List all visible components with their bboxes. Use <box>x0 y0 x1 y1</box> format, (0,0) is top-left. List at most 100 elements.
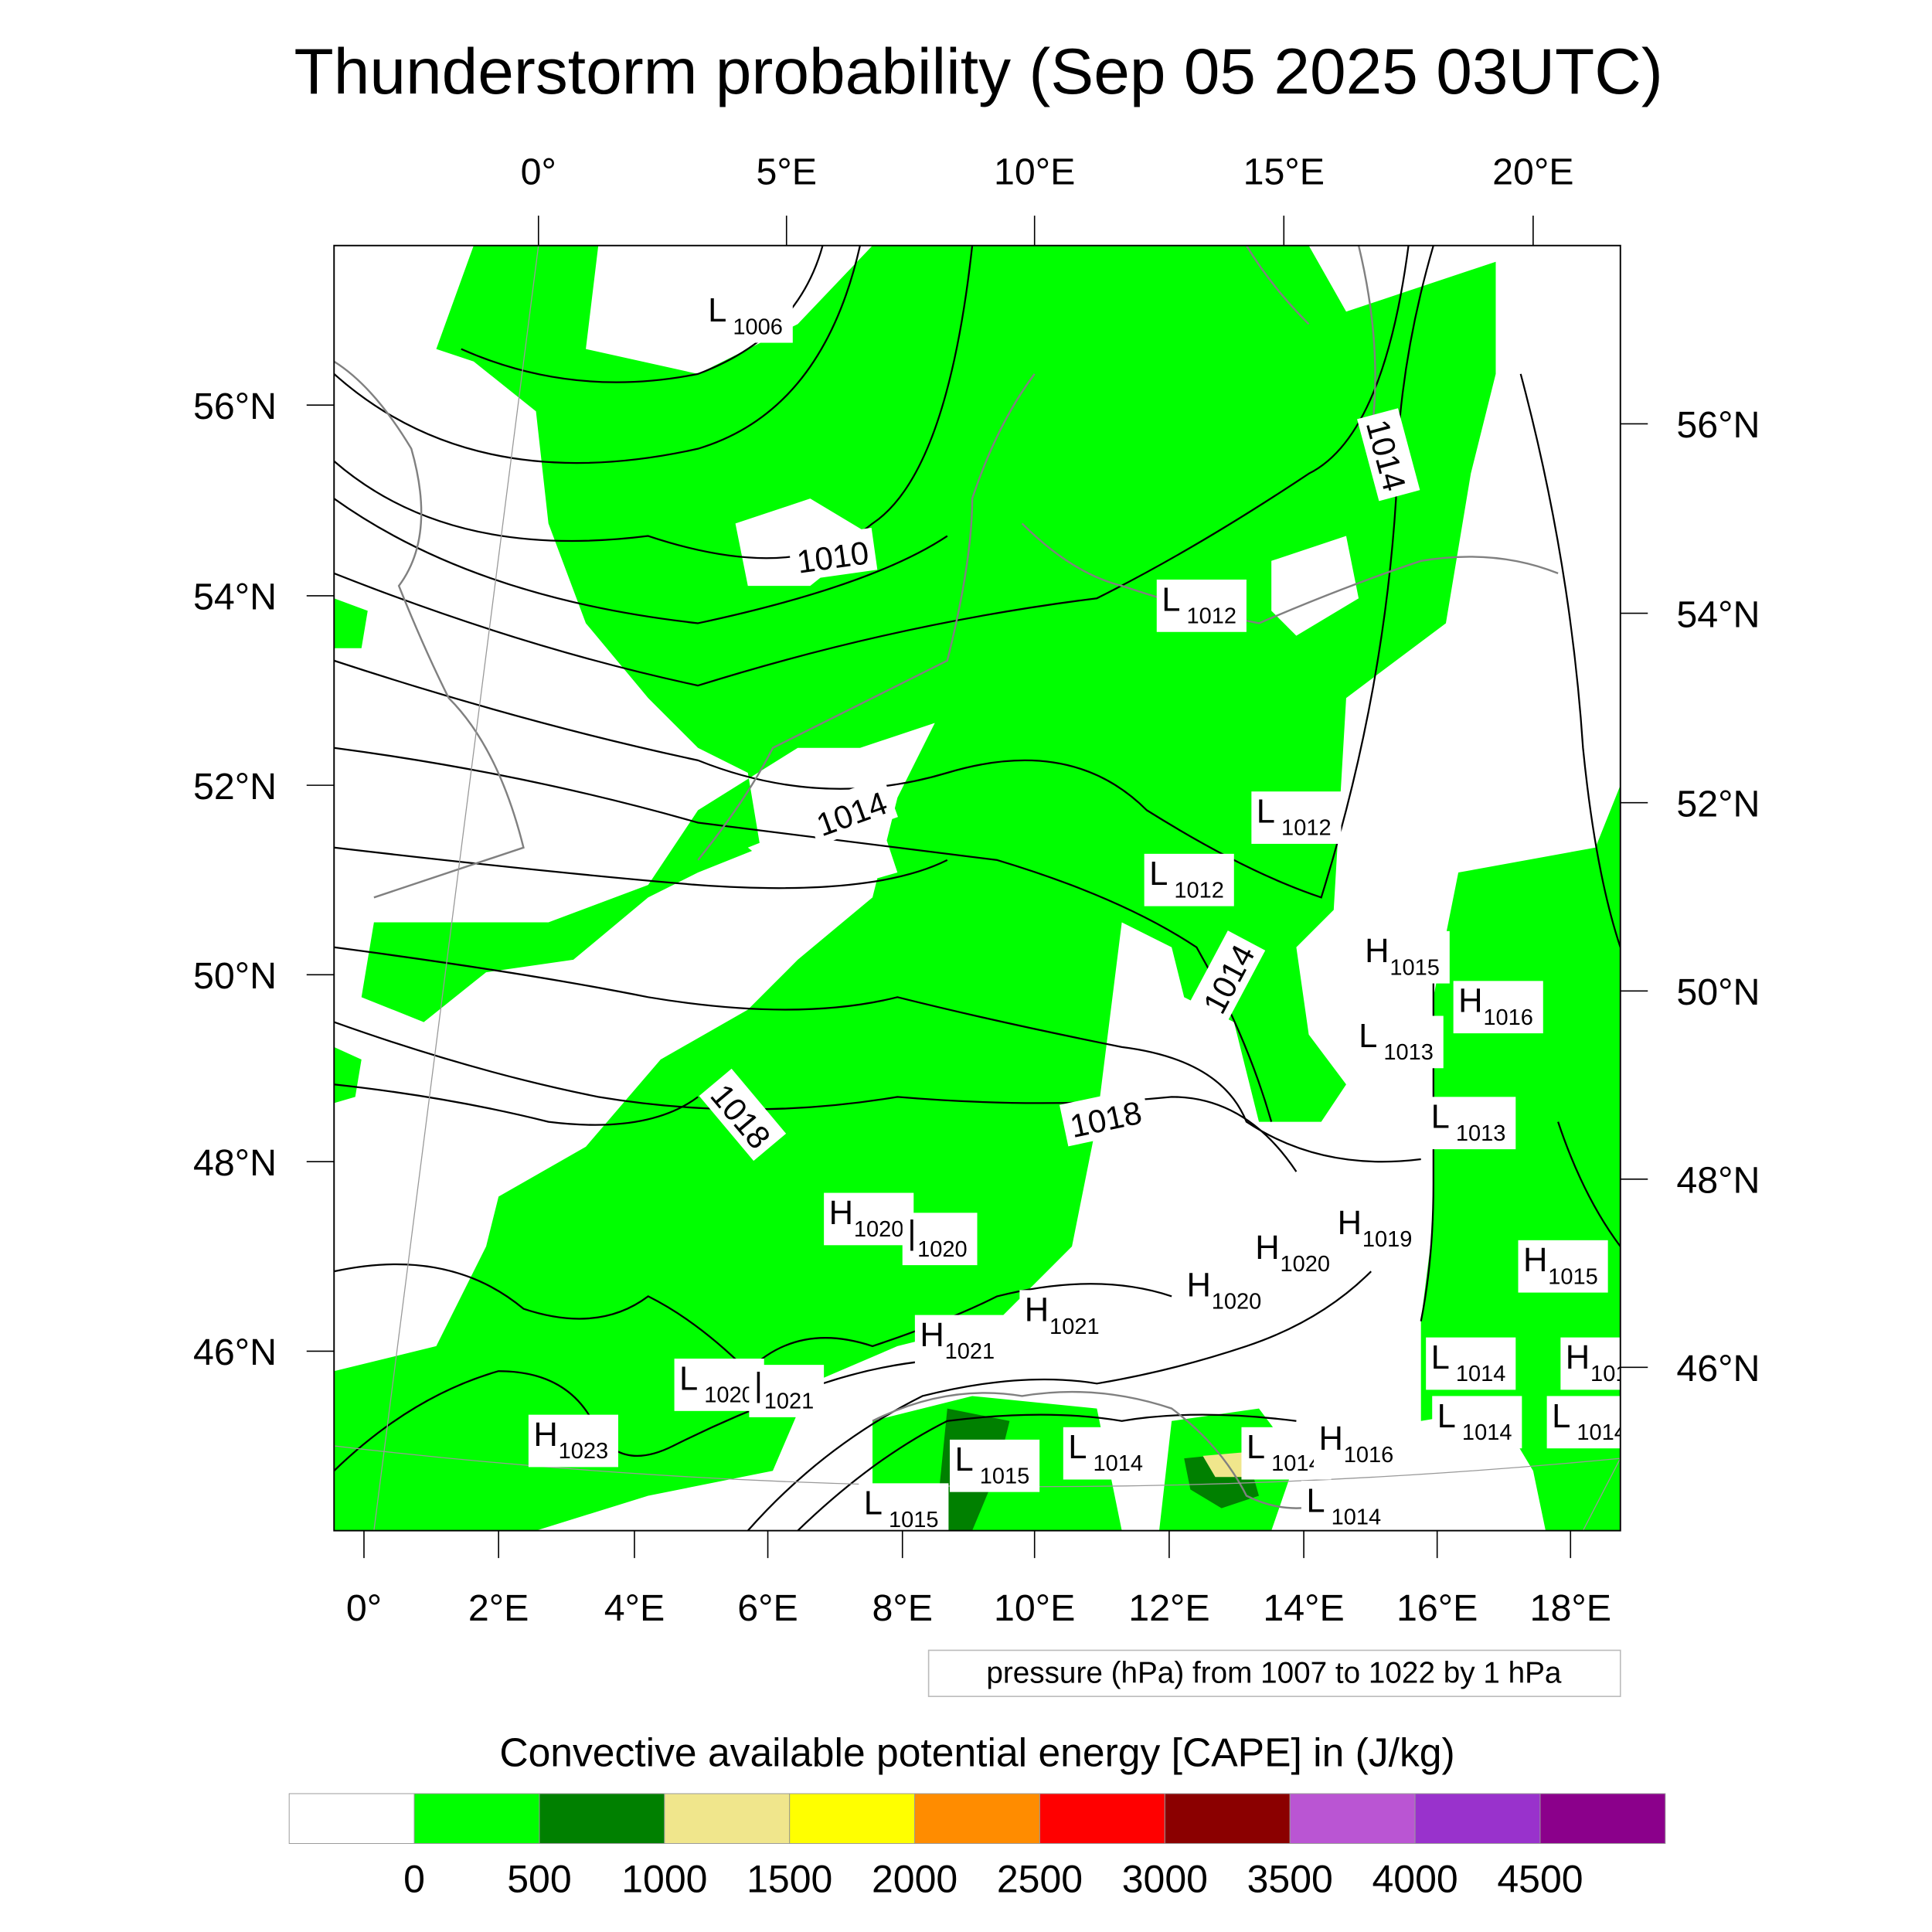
svg-text:H: H <box>533 1417 557 1454</box>
svg-text:H: H <box>920 1317 944 1354</box>
left-lat-label: 56°N <box>193 386 277 427</box>
colorbar-swatch <box>539 1793 665 1844</box>
pressure-center-high: H 1016 <box>1314 1418 1404 1471</box>
contour-label: 1010 <box>787 527 878 582</box>
svg-text:L: L <box>1068 1429 1087 1466</box>
pressure-center-low: L 1012 <box>1251 791 1342 844</box>
pressure-center-low: L 1014 <box>1063 1427 1153 1480</box>
pressure-center-low: | 1021 <box>749 1365 825 1417</box>
map-title: Thunderstorm probability (Sep 05 2025 03… <box>294 35 1663 107</box>
info-box: pressure (hPa) from 1007 to 1022 by 1 hP… <box>927 1649 1621 1697</box>
svg-text:1012: 1012 <box>1174 878 1224 903</box>
svg-text:1019: 1019 <box>1362 1227 1413 1252</box>
svg-text:101: 101 <box>1590 1362 1628 1386</box>
map-frame <box>333 244 1621 1532</box>
svg-text:L: L <box>1257 794 1275 831</box>
pressure-center-low: L 1014 <box>1546 1396 1627 1449</box>
svg-text:H: H <box>1255 1230 1279 1267</box>
pressure-center-high: H 1015 <box>1518 1240 1608 1293</box>
svg-text:H: H <box>1365 933 1389 970</box>
left-lat-labels: 56°N 54°N 52°N 50°N 48°N 46°N <box>193 386 335 1373</box>
svg-text:1014: 1014 <box>1271 1451 1321 1476</box>
left-lat-label: 46°N <box>193 1332 277 1373</box>
svg-text:L: L <box>708 292 726 329</box>
svg-text:1020: 1020 <box>1212 1290 1262 1315</box>
left-lat-label: 48°N <box>193 1142 277 1184</box>
svg-text:1013: 1013 <box>1383 1040 1434 1065</box>
right-lat-label: 56°N <box>1676 404 1760 446</box>
info-box-text: pressure (hPa) from 1007 to 1022 by 1 hP… <box>986 1656 1562 1689</box>
right-lat-label: 50°N <box>1676 971 1760 1013</box>
colorbar-tick-label: 4000 <box>1372 1857 1458 1900</box>
colorbar-swatch <box>1039 1793 1165 1844</box>
svg-text:H: H <box>1566 1339 1590 1376</box>
legend-title: Convective available potential energy [C… <box>499 1730 1454 1774</box>
svg-text:H: H <box>1338 1205 1362 1242</box>
pressure-center-low: L 1006 <box>702 290 793 343</box>
colorbar: 0 500 1000 1500 2000 2500 3000 3500 4000 4500 <box>288 1793 1666 1900</box>
pressure-center-high: H 1015 <box>1359 930 1450 984</box>
svg-text:1021: 1021 <box>945 1339 995 1364</box>
svg-text:H: H <box>1025 1292 1049 1329</box>
left-lat-label: 50°N <box>193 955 277 997</box>
top-lon-label: 5°E <box>756 151 817 193</box>
pressure-center-low: L 1015 <box>950 1439 1040 1492</box>
bottom-lon-labels: 0° 2°E 4°E 6°E 8°E 10°E 12°E 14°E 16°E 18°E <box>346 1530 1611 1629</box>
top-lon-label: 20°E <box>1492 151 1573 193</box>
bottom-lon-label: 0° <box>346 1587 382 1629</box>
right-lat-labels: 56°N 54°N 52°N 50°N 48°N 46°N <box>1620 404 1760 1389</box>
bottom-lon-label: 6°E <box>737 1587 798 1629</box>
svg-text:H: H <box>1186 1267 1210 1304</box>
pressure-center-high: H 1021 <box>914 1315 1005 1368</box>
pressure-center-high: H 1020 <box>824 1192 914 1246</box>
svg-text:L: L <box>1359 1018 1377 1055</box>
svg-text:1012: 1012 <box>1186 604 1236 628</box>
svg-text:1014: 1014 <box>1462 1420 1512 1445</box>
pressure-center-high: H 101 <box>1560 1337 1628 1390</box>
pressure-center-low: L 1012 <box>1156 580 1247 632</box>
bottom-lon-label: 12°E <box>1128 1587 1209 1629</box>
right-lat-label: 52°N <box>1676 783 1760 825</box>
pressure-center-high: H 1020 <box>1182 1265 1272 1318</box>
left-lat-label: 54°N <box>193 577 277 618</box>
svg-text:1014: 1014 <box>1332 1505 1382 1530</box>
right-lat-label: 48°N <box>1676 1160 1760 1202</box>
pressure-center-low: L 1014 <box>1301 1481 1391 1531</box>
colorbar-swatch <box>1414 1793 1541 1844</box>
svg-text:1020: 1020 <box>704 1383 754 1408</box>
svg-text:L: L <box>1247 1429 1265 1466</box>
right-lat-label: 46°N <box>1676 1348 1760 1389</box>
pressure-center-low: L 1013 <box>1353 1015 1444 1069</box>
pressure-center-high: H 1019 <box>1332 1202 1423 1256</box>
svg-text:1015: 1015 <box>1389 955 1440 980</box>
svg-text:H: H <box>1318 1420 1342 1458</box>
pressure-center-low: | 1020 <box>902 1213 978 1266</box>
colorbar-tick-label: 3500 <box>1247 1857 1333 1900</box>
svg-text:1006: 1006 <box>733 315 783 339</box>
svg-text:1014: 1014 <box>1577 1420 1627 1445</box>
colorbar-swatch <box>413 1793 540 1844</box>
colorbar-tick-label: 2500 <box>997 1857 1083 1900</box>
colorbar-swatch <box>914 1793 1040 1844</box>
colorbar-tick-label: 1500 <box>747 1857 832 1900</box>
svg-text:1015: 1015 <box>889 1508 939 1532</box>
colorbar-swatch <box>664 1793 791 1844</box>
svg-text:1016: 1016 <box>1483 1005 1533 1030</box>
svg-text:1015: 1015 <box>980 1464 1030 1488</box>
svg-text:|: | <box>907 1215 916 1252</box>
colorbar-tick-label: 3000 <box>1122 1857 1208 1900</box>
svg-text:H: H <box>1458 983 1482 1020</box>
pressure-center-low: L 1020 <box>674 1359 764 1411</box>
bottom-lon-label: 4°E <box>604 1587 665 1629</box>
pressure-center-low: L 1014 <box>1426 1337 1516 1390</box>
svg-text:1012: 1012 <box>1281 816 1332 841</box>
colorbar-tick-label: 0 <box>403 1857 425 1900</box>
pressure-center-high: H 1021 <box>1019 1290 1110 1343</box>
top-lon-label: 10°E <box>994 151 1075 193</box>
svg-text:L: L <box>954 1441 973 1478</box>
svg-text:1021: 1021 <box>764 1389 815 1414</box>
svg-text:L: L <box>679 1360 698 1397</box>
